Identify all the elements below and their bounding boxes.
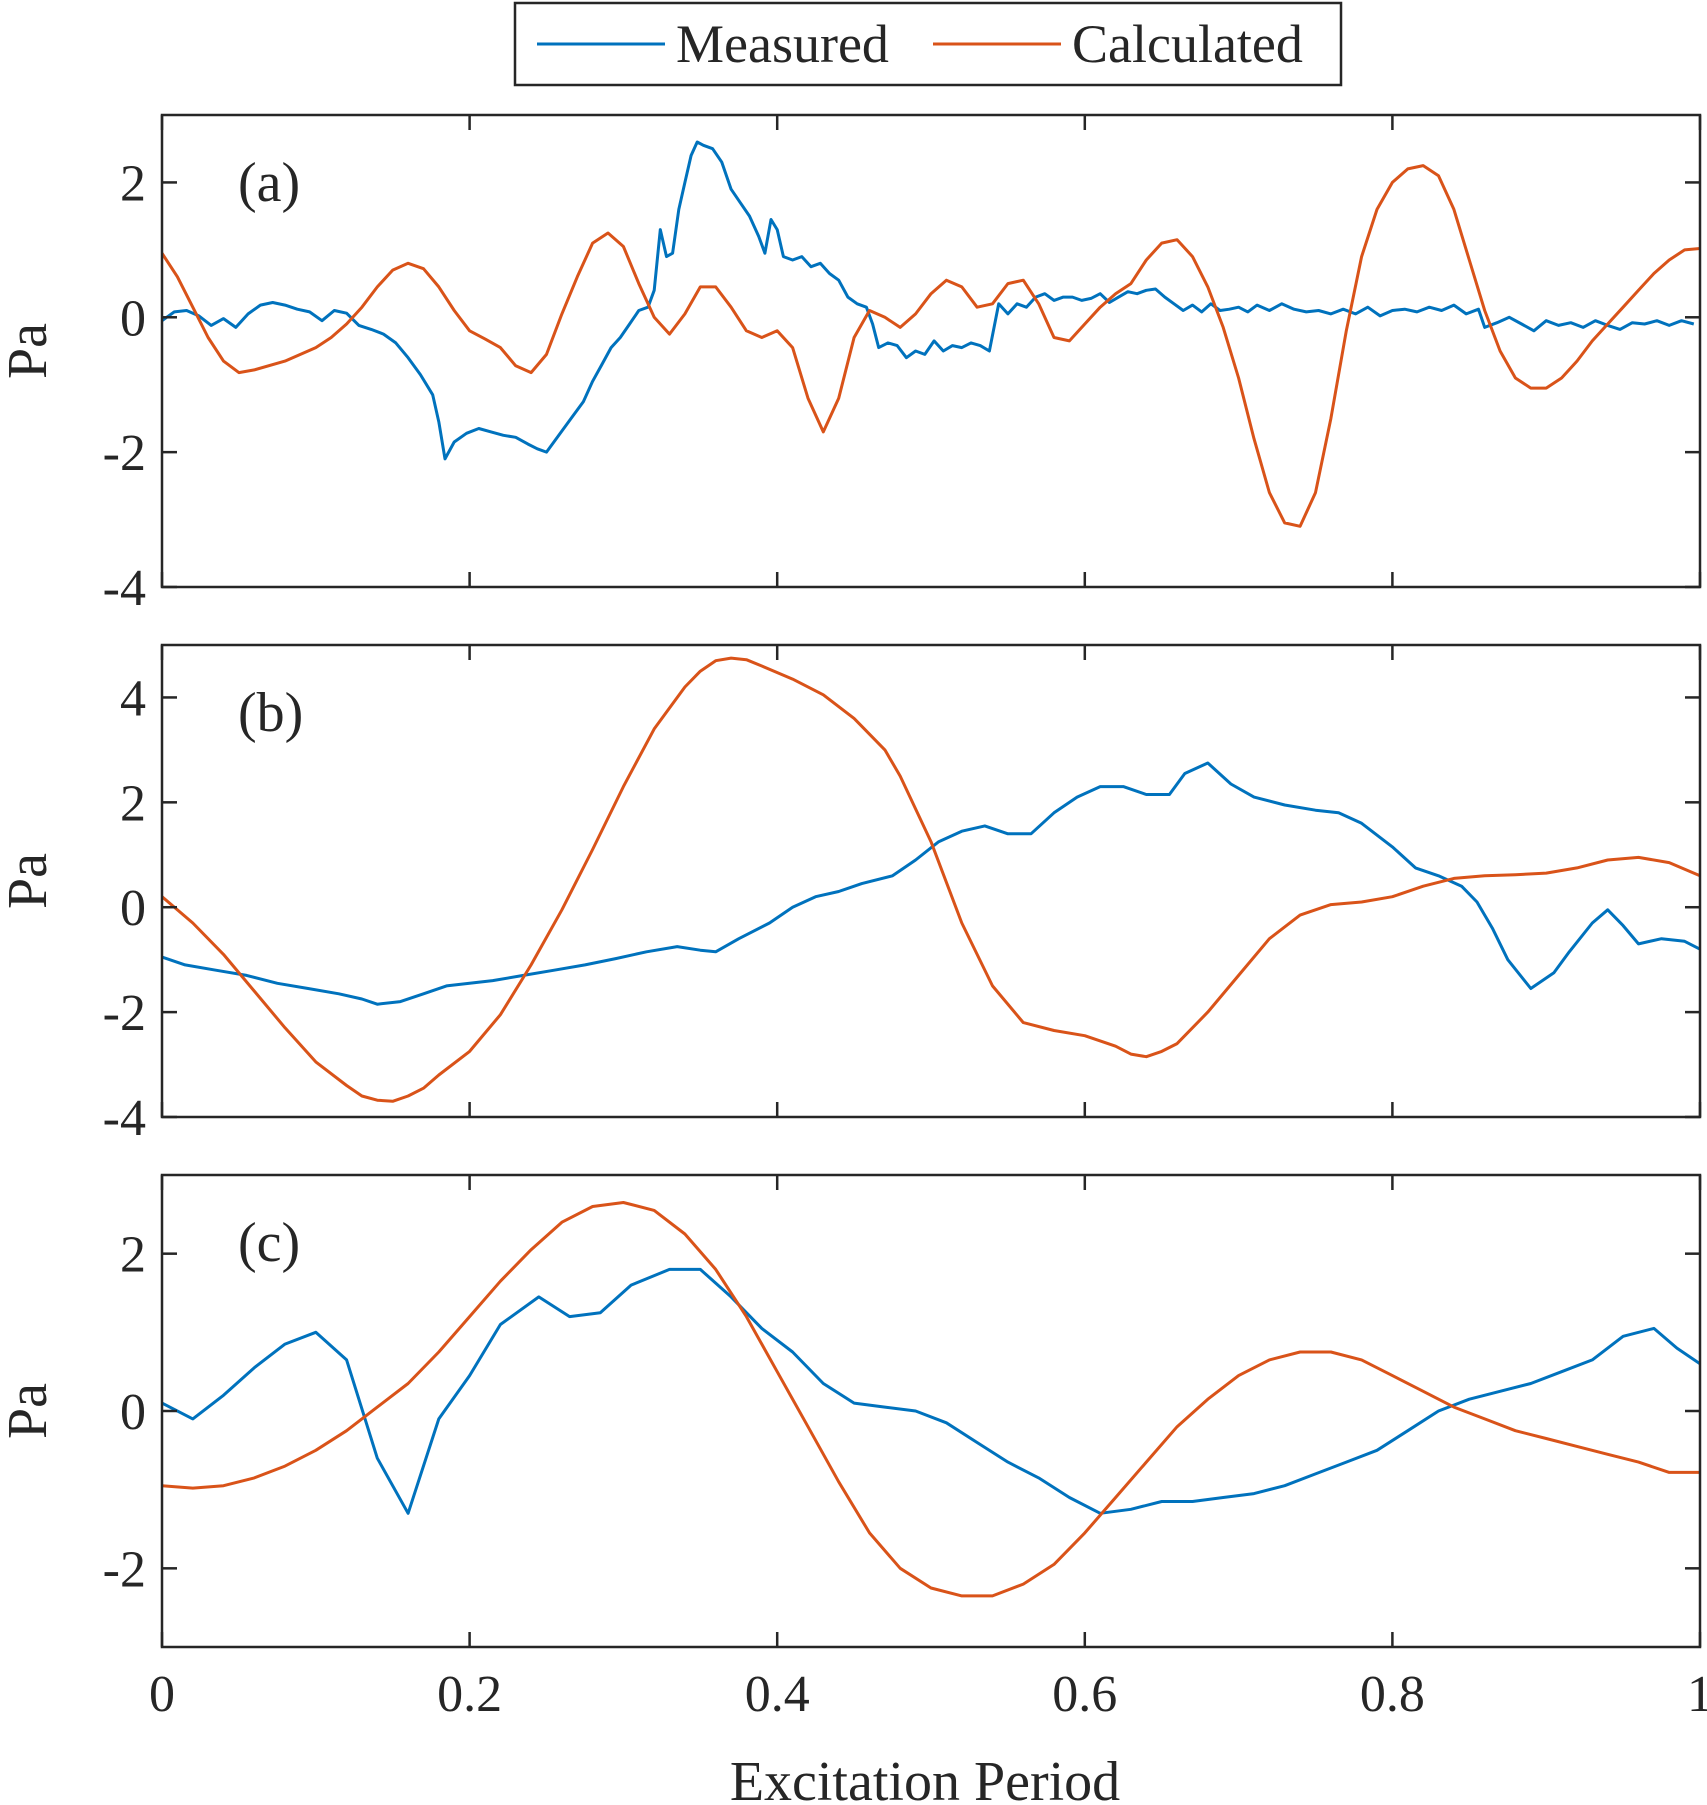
- y-axis-label: Pa: [0, 853, 59, 909]
- x-tick-label: 0.6: [1052, 1666, 1117, 1723]
- subplot-b: -4 -2 0 2 4 Pa (b): [0, 643, 1702, 1147]
- x-tick-label: 0: [149, 1666, 175, 1723]
- series-line-calculated: [162, 1201, 1700, 1598]
- y-tick-label: -2: [103, 985, 146, 1042]
- legend: Measured Calculated: [513, 1, 1343, 87]
- x-tick-label: 0.8: [1360, 1666, 1425, 1723]
- x-tick-label: 0.4: [745, 1666, 810, 1723]
- subplot-a: -4 -2 0 2 Pa (a): [0, 113, 1702, 617]
- subplots: -4 -2 0 2 Pa (a) -4 -2 0 2 4 Pa (b) -2 0 2 0 0.2 0.4 0.6 0.8…: [0, 113, 1707, 1723]
- x-tick-label: 0.2: [437, 1666, 502, 1723]
- x-axis-label: Excitation Period: [730, 1751, 1120, 1805]
- series-line-calculated: [162, 656, 1700, 1103]
- y-tick-label: 2: [120, 775, 146, 832]
- axes-box: [160, 113, 1702, 589]
- panel-label: (c): [238, 1212, 300, 1274]
- y-tick-label: 2: [120, 1227, 146, 1284]
- axes-box: [160, 643, 1702, 1119]
- panel-label: (b): [238, 682, 303, 744]
- y-tick-label: -2: [103, 425, 146, 482]
- x-tick-label: 1: [1687, 1666, 1707, 1723]
- y-axis-label: Pa: [0, 1383, 59, 1439]
- series-line-calculated: [162, 164, 1700, 528]
- y-tick-label: 0: [120, 880, 146, 937]
- y-tick-label: -2: [103, 1541, 146, 1598]
- y-tick-label: -4: [103, 1090, 146, 1147]
- series-line-measured: [162, 761, 1700, 1006]
- subplot-c: -2 0 2 0 0.2 0.4 0.6 0.8 1 Pa (c): [0, 1173, 1707, 1723]
- series-line-measured: [162, 140, 1695, 461]
- y-tick-label: 0: [120, 1384, 146, 1441]
- y-tick-label: 4: [120, 670, 146, 727]
- y-tick-label: 2: [120, 155, 146, 212]
- y-axis-label: Pa: [0, 323, 59, 379]
- y-tick-label: -4: [103, 560, 146, 617]
- panel-label: (a): [238, 152, 300, 214]
- legend-measured-label: Measured: [676, 14, 889, 74]
- y-tick-label: 0: [120, 290, 146, 347]
- legend-calculated-label: Calculated: [1072, 14, 1303, 74]
- series-line-measured: [162, 1267, 1700, 1515]
